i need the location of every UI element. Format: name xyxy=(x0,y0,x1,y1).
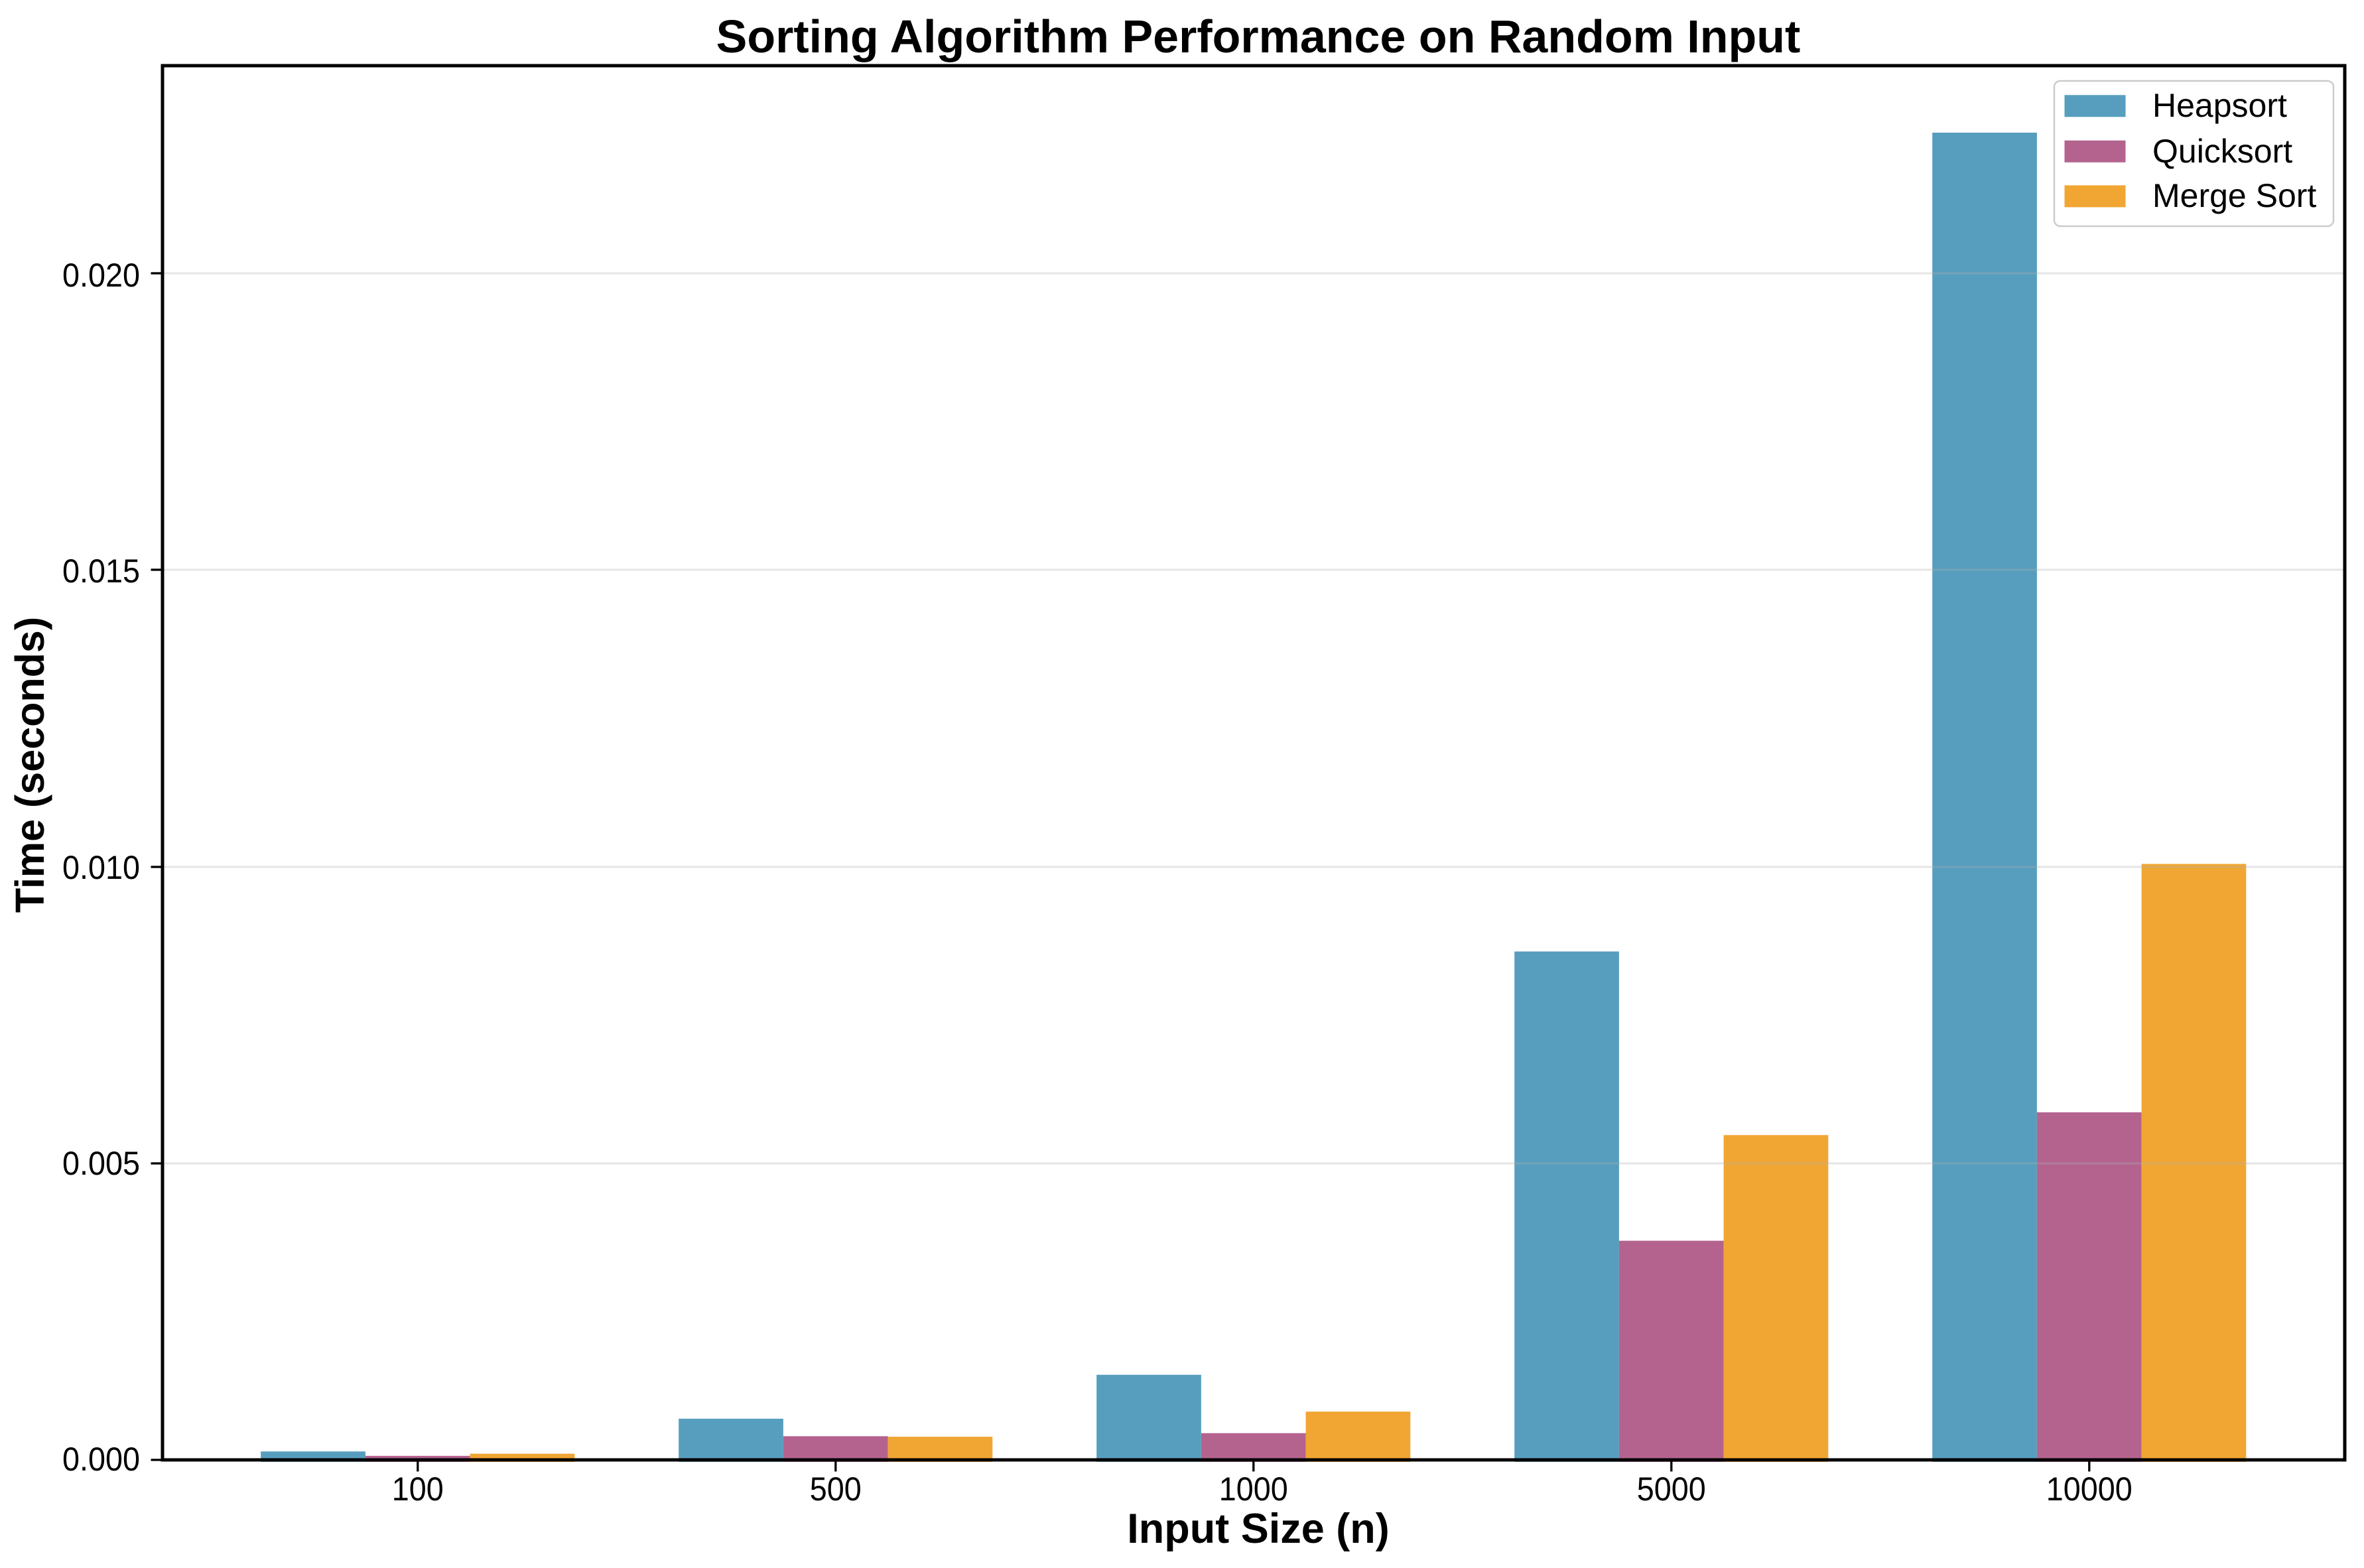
svg-text:500: 500 xyxy=(810,1470,862,1508)
svg-text:0.020: 0.020 xyxy=(62,257,140,294)
svg-text:5000: 5000 xyxy=(1637,1470,1706,1508)
svg-text:0.010: 0.010 xyxy=(62,849,140,886)
svg-text:100: 100 xyxy=(392,1470,444,1508)
svg-text:0.015: 0.015 xyxy=(62,553,140,590)
svg-text:0.000: 0.000 xyxy=(62,1441,140,1478)
svg-text:Merge Sort: Merge Sort xyxy=(2152,177,2316,214)
svg-text:0.005: 0.005 xyxy=(62,1145,140,1182)
svg-text:10000: 10000 xyxy=(2046,1470,2133,1508)
svg-text:1000: 1000 xyxy=(1219,1470,1288,1508)
svg-text:Quicksort: Quicksort xyxy=(2152,133,2292,170)
svg-text:Input Size (n): Input Size (n) xyxy=(1127,1506,1389,1552)
svg-text:Heapsort: Heapsort xyxy=(2152,87,2287,124)
svg-text:Sorting Algorithm Performance: Sorting Algorithm Performance on Random … xyxy=(716,11,1801,62)
svg-text:Time (seconds): Time (seconds) xyxy=(7,617,52,913)
